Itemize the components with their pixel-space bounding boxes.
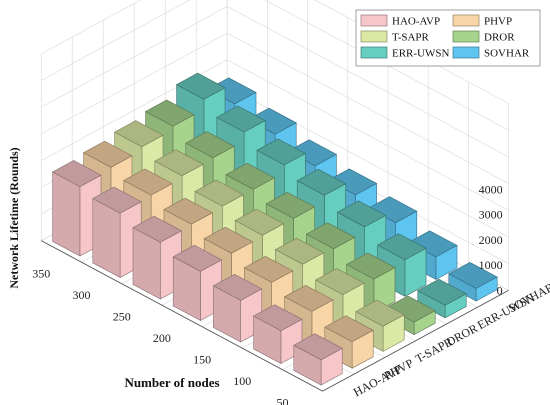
- legend-swatch: [360, 14, 388, 27]
- x-tick-label: 250: [113, 309, 131, 323]
- series-tick-label: PHVP: [382, 356, 416, 383]
- x-tick-label: 50: [277, 395, 289, 405]
- bar-hao-avp-50: [293, 333, 343, 386]
- bar-sovhar-50: [448, 262, 498, 302]
- legend: HAO-AVP PHVP T-SAPR DROR ERR-UWSN SOVHAR: [355, 9, 541, 67]
- legend-label: ERR-UWSN: [392, 48, 450, 60]
- legend-label: T-SAPR: [392, 32, 430, 44]
- x-tick-label: 100: [233, 374, 251, 388]
- x-tick-label: 150: [193, 352, 211, 366]
- legend-swatch: [452, 46, 480, 59]
- legend-label: DROR: [484, 32, 515, 44]
- z-tick-label: 0: [497, 283, 503, 297]
- x-tick-label: 300: [73, 288, 91, 302]
- x-tick-label: 350: [32, 266, 50, 280]
- series-tick-label: DROR: [444, 321, 480, 349]
- z-tick-label: 4000: [479, 182, 503, 196]
- legend-label: SOVHAR: [484, 48, 530, 60]
- z-axis-label: Network Lifetime (Rounds): [7, 147, 21, 288]
- bar-hao-avp-200: [172, 244, 223, 322]
- legend-label: PHVP: [484, 16, 512, 28]
- bars-layer: [51, 72, 498, 386]
- bar-hao-avp-150: [212, 273, 263, 343]
- z-tick-label: 2000: [479, 233, 503, 247]
- legend-swatch: [452, 30, 480, 43]
- legend-swatch: [360, 30, 388, 43]
- bar-err-uwsn-50: [417, 278, 467, 319]
- x-tick-label: 200: [153, 331, 171, 345]
- legend-swatch: [360, 46, 388, 59]
- legend-label: HAO-AVP: [392, 16, 440, 28]
- bar-hao-avp-100: [252, 304, 303, 365]
- z-tick-label: 1000: [479, 258, 503, 272]
- bar-hao-avp-350: [51, 160, 102, 257]
- series-tick-label: SOVHAR: [506, 280, 550, 316]
- x-axis-label: Number of nodes: [124, 375, 219, 390]
- bar-hao-avp-250: [132, 215, 183, 300]
- legend-swatch: [452, 14, 480, 27]
- z-tick-label: 3000: [479, 208, 503, 222]
